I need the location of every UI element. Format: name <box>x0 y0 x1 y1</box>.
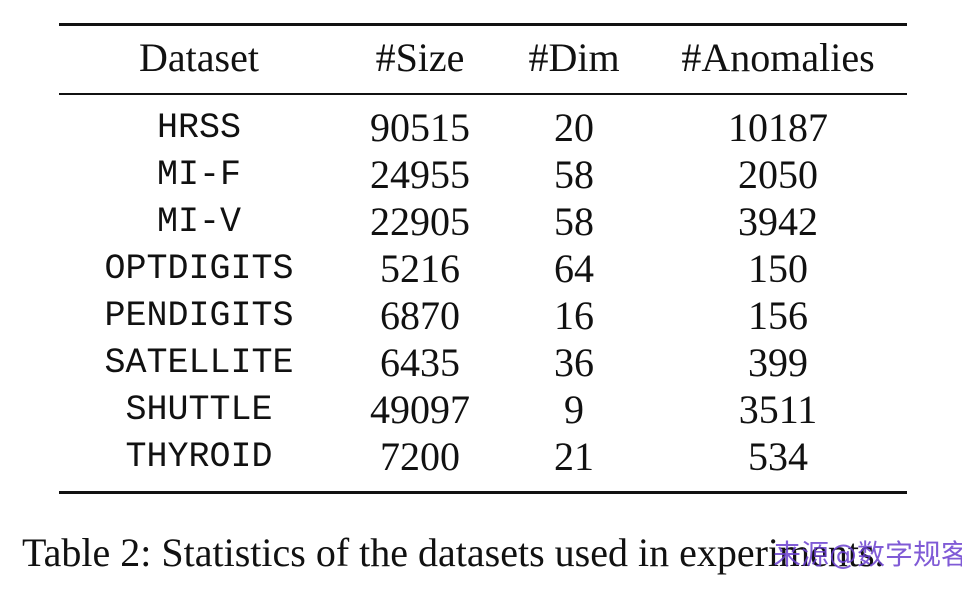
table-top-rule <box>59 23 907 26</box>
table-header-rule <box>59 93 907 95</box>
anomalies-value: 3511 <box>738 387 818 432</box>
dataset-name: SATELLITE <box>104 343 294 383</box>
size-value: 6870 <box>380 293 460 338</box>
size-value: 49097 <box>370 387 470 432</box>
dataset-name: HRSS <box>156 108 242 148</box>
dataset-name: PENDIGITS <box>104 296 294 336</box>
size-value: 5216 <box>380 246 460 291</box>
dim-value: 9 <box>564 387 584 432</box>
size-value: 7200 <box>380 434 460 479</box>
dim-value: 64 <box>554 246 594 291</box>
size-value: 24955 <box>370 152 470 197</box>
anomalies-value: 156 <box>748 293 808 338</box>
dim-value: 58 <box>554 199 594 244</box>
dim-value: 58 <box>554 152 594 197</box>
dim-value: 36 <box>554 340 594 385</box>
anomalies-value: 399 <box>748 340 808 385</box>
header-anomalies: #Anomalies <box>681 35 875 80</box>
dataset-name: THYROID <box>125 437 273 477</box>
dataset-name: OPTDIGITS <box>104 249 294 289</box>
table-bottom-rule <box>59 491 907 494</box>
size-value: 90515 <box>370 105 470 150</box>
dim-value: 21 <box>554 434 594 479</box>
dataset-name: MI-V <box>156 202 242 242</box>
header-dataset: Dataset <box>139 35 259 80</box>
size-value: 22905 <box>370 199 470 244</box>
header-dim: #Dim <box>528 35 620 80</box>
anomalies-value: 2050 <box>738 152 818 197</box>
dim-value: 16 <box>554 293 594 338</box>
size-value: 6435 <box>380 340 460 385</box>
anomalies-value: 3942 <box>738 199 818 244</box>
dataset-name: MI-F <box>156 155 242 195</box>
anomalies-value: 10187 <box>728 105 828 150</box>
anomalies-value: 150 <box>748 246 808 291</box>
watermark: 来源@数字规客 <box>773 538 962 571</box>
table-caption: Table 2: Statistics of the datasets used… <box>22 530 885 575</box>
dataset-name: SHUTTLE <box>125 390 273 430</box>
dim-value: 20 <box>554 105 594 150</box>
header-size: #Size <box>375 35 465 80</box>
anomalies-value: 534 <box>748 434 808 479</box>
